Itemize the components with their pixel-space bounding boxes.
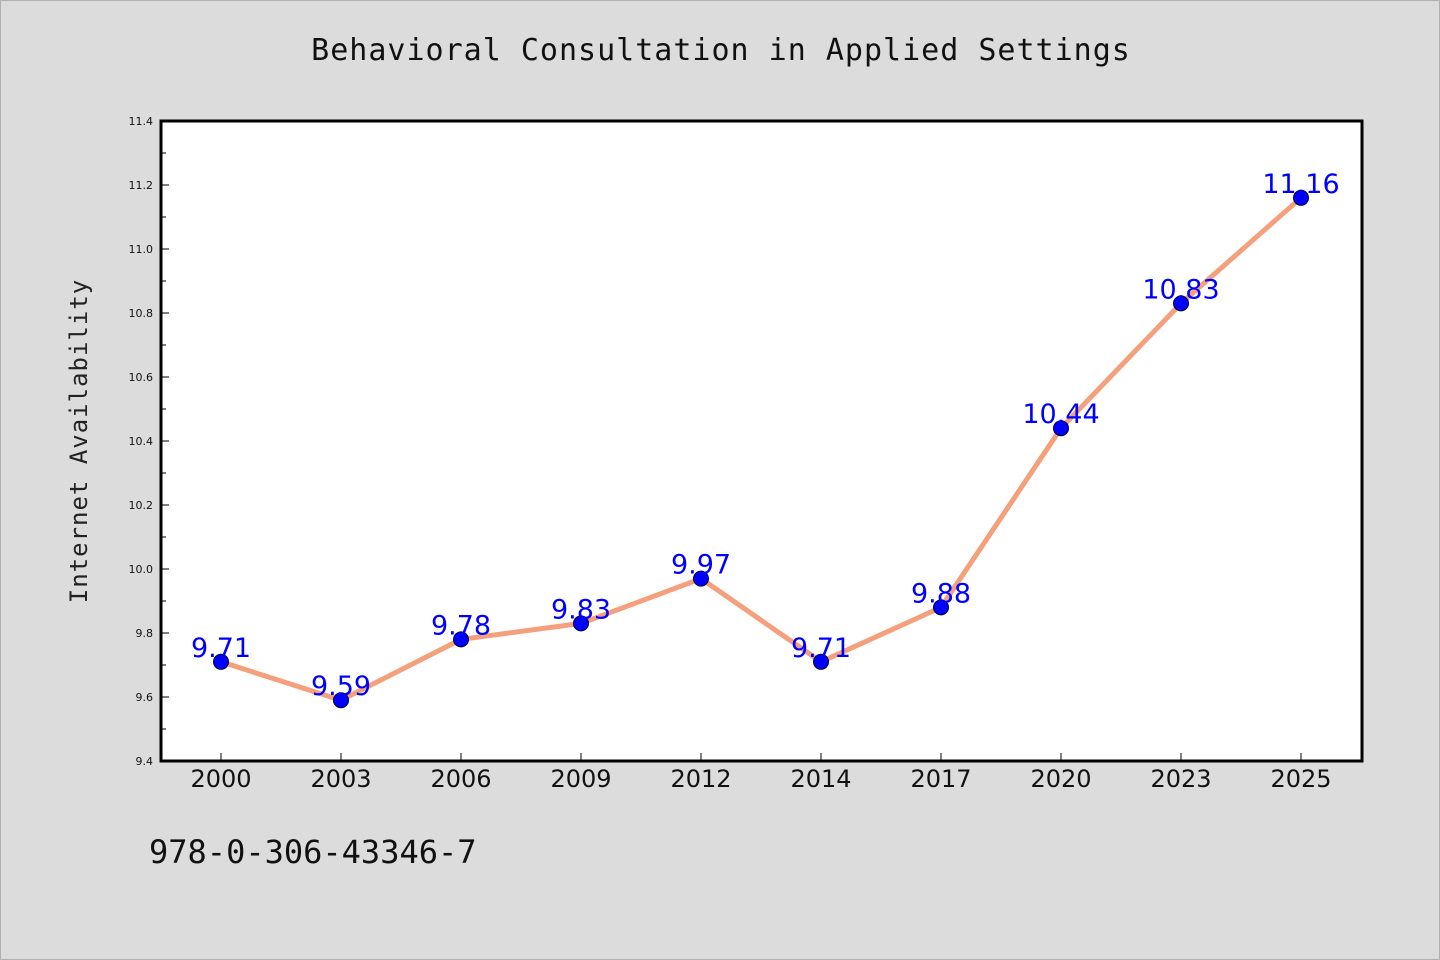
y-tick-label: 10.6 [129,371,154,384]
y-tick-label: 10.2 [129,499,154,512]
x-tick-label: 2000 [190,765,251,793]
x-axis-ticks: 2000 2003 2006 2009 2012 2014 2017 2020 2023 2025 [190,753,1332,793]
x-tick-label: 2017 [910,765,971,793]
data-point [813,653,829,670]
x-tick-label: 2009 [550,765,611,793]
data-point [693,570,709,587]
y-tick-label: 9.6 [136,691,154,704]
data-point [1293,189,1309,206]
data-point [453,631,469,648]
data-label: 10.83 [1142,274,1219,305]
x-tick-label: 2020 [1030,765,1091,793]
y-tick-label: 11.2 [129,179,154,192]
series-group: 9.71 9.59 9.78 9.83 9.97 9.71 9.88 10.44 10.83 11… [191,169,1340,709]
x-tick-label: 2023 [1150,765,1211,793]
y-tick-label: 10.0 [129,563,154,576]
x-tick-label: 2025 [1270,765,1331,793]
y-tick-label: 9.8 [136,627,154,640]
data-label: 9.97 [671,550,731,581]
y-tick-label: 10.8 [129,307,154,320]
data-point [1173,295,1189,312]
y-tick-label: 9.4 [136,755,154,768]
data-point [333,692,349,709]
y-tick-label: 10.4 [129,435,154,448]
data-label: 9.59 [311,671,371,702]
y-tick-label: 11.0 [129,243,154,256]
isbn-label: 978-0-306-43346-7 [149,833,477,871]
x-tick-label: 2006 [430,765,491,793]
data-point [213,653,229,670]
data-label: 9.78 [431,610,491,641]
plot-area [159,119,1364,763]
data-label: 10.44 [1022,399,1099,430]
data-point [573,615,589,632]
data-label: 9.83 [551,594,611,625]
series-line [218,195,1304,703]
x-tick-label: 2014 [790,765,851,793]
data-label: 9.88 [911,578,971,609]
y-tick-label: 11.4 [129,115,154,128]
data-point [1053,420,1069,437]
data-label: 9.71 [191,633,251,664]
y-axis-label: Internet Availability [65,279,93,603]
data-label: 9.71 [791,633,851,664]
x-tick-label: 2003 [310,765,371,793]
data-point [933,599,949,616]
data-label: 11.16 [1262,169,1339,200]
y-axis-ticks: 9.4 9.6 9.8 10.0 10.2 10.4 10.6 10.8 11.0 11.2 11.… [129,115,169,768]
x-tick-label: 2012 [670,765,731,793]
chart-title: Behavioral Consultation in Applied Setti… [311,33,1131,68]
